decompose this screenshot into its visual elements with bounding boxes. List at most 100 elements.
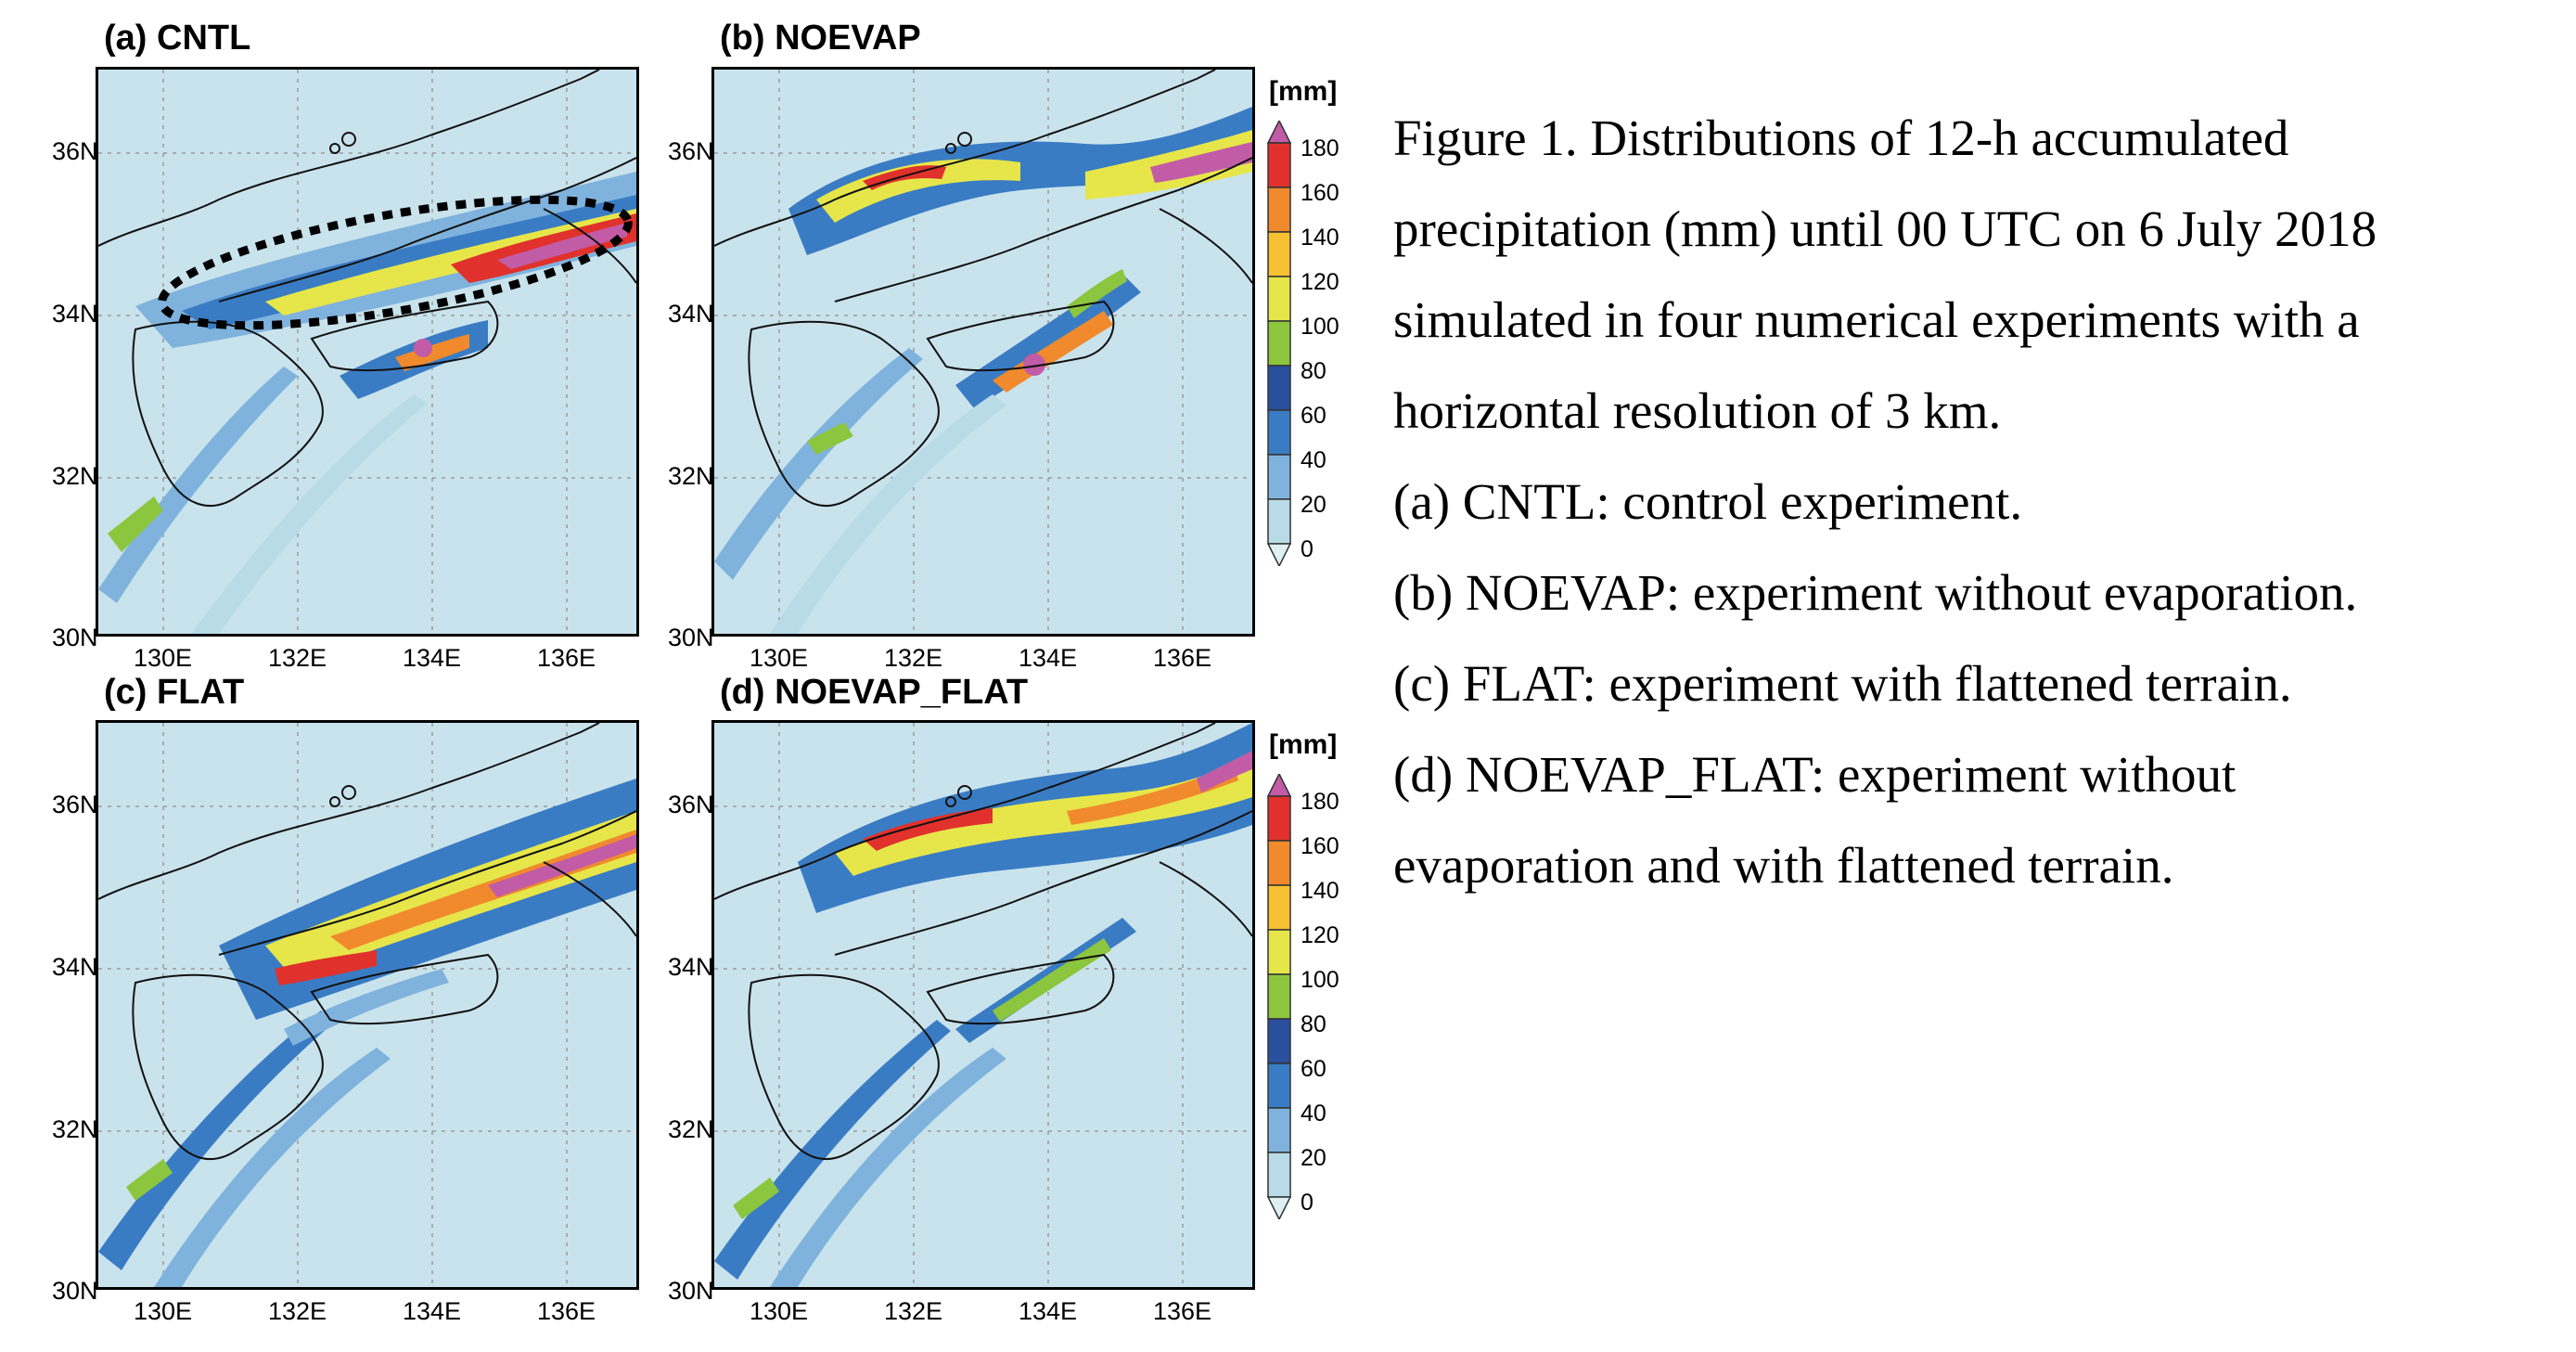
colorbar-label: 0 [1301, 1190, 1314, 1216]
lat-label-32n: 32N [52, 462, 98, 490]
colorbar-swatch [1267, 973, 1291, 1020]
highlight-ellipse [158, 195, 633, 330]
lat-label-32n: 32N [668, 1115, 714, 1143]
precip-band-main [135, 172, 636, 348]
lat-label-36n: 36N [52, 137, 98, 165]
coastline [98, 70, 636, 507]
lon-label-136e: 136E [1153, 1297, 1212, 1325]
colorbar-swatch [1267, 884, 1291, 931]
colorbar-label: 140 [1301, 878, 1339, 904]
colorbar-swatch [1267, 840, 1291, 886]
colorbar-label: 20 [1301, 1145, 1326, 1171]
lat-label-30n: 30N [52, 1277, 98, 1305]
lat-label-34n: 34N [52, 953, 98, 981]
colorbar-label: 100 [1301, 314, 1339, 340]
colorbar-swatches [1266, 121, 1292, 566]
lon-label-130e: 130E [134, 644, 193, 672]
colorbar-swatch [1267, 365, 1291, 411]
lon-label-130e: 130E [750, 644, 809, 672]
precipitation-map [711, 720, 1255, 1290]
colorbar-swatch [1267, 1152, 1291, 1198]
colorbar-swatch [1267, 187, 1291, 233]
caption-line: (d) NOEVAP_FLAT: experiment without [1393, 746, 2236, 803]
panel-title: (a) CNTL [104, 19, 251, 58]
colorbar-swatch [1266, 774, 1292, 797]
lon-label-132e: 132E [884, 1297, 943, 1325]
precip-band-main [219, 779, 636, 1020]
caption-line: Figure 1. Distributions of 12-h accumula… [1393, 109, 2289, 166]
colorbar-swatch [1267, 276, 1291, 322]
lat-label-34n: 34N [52, 300, 98, 328]
lat-label-32n: 32N [668, 462, 714, 490]
colorbar-swatch [1266, 121, 1292, 144]
precip-streaks [714, 918, 1136, 1287]
lon-label-136e: 136E [1153, 644, 1212, 672]
colorbar-swatches [1266, 774, 1292, 1219]
colorbar-swatch [1267, 454, 1291, 500]
precipitation-map [711, 67, 1255, 637]
precipitation-map [96, 67, 639, 637]
colorbar-label: 180 [1301, 135, 1339, 161]
precip-streaks [98, 367, 428, 634]
panel-title: (b) NOEVAP [720, 19, 921, 58]
lat-label-30n: 30N [52, 624, 98, 651]
colorbar-unit: [mm] [1269, 76, 1338, 107]
lon-label-132e: 132E [884, 644, 943, 672]
coastline [714, 70, 1252, 507]
colorbar-label: 40 [1301, 447, 1326, 473]
lat-label-36n: 36N [668, 791, 714, 818]
colorbar-label: 40 [1301, 1101, 1326, 1127]
caption-line: precipitation (mm) until 00 UTC on 6 Jul… [1393, 200, 2377, 257]
figure-caption: Figure 1. Distributions of 12-h accumula… [1393, 93, 2571, 911]
colorbar-label: 80 [1301, 358, 1326, 384]
colorbar-label: 120 [1301, 269, 1339, 295]
colorbar-label: 120 [1301, 922, 1339, 948]
lat-label-34n: 34N [668, 953, 714, 981]
precip-band-shikoku [340, 320, 488, 399]
coastline [714, 723, 1252, 1160]
colorbar-swatch [1267, 231, 1291, 277]
precip-streaks [714, 348, 1006, 634]
lon-label-130e: 130E [134, 1297, 193, 1325]
map-graphic [98, 70, 636, 634]
lon-label-134e: 134E [1019, 1297, 1078, 1325]
lon-label-130e: 130E [750, 1297, 809, 1325]
colorbar-swatch [1267, 142, 1291, 188]
colorbar-swatch [1267, 498, 1291, 545]
colorbar-swatch [1267, 320, 1291, 367]
lat-label-30n: 30N [668, 1277, 714, 1305]
map-graphic [714, 70, 1252, 634]
colorbar-label: 0 [1301, 536, 1314, 562]
lat-label-32n: 32N [52, 1115, 98, 1143]
lon-label-132e: 132E [268, 1297, 327, 1325]
caption-line: (c) FLAT: experiment with flattened terr… [1393, 655, 2292, 712]
map-graphic [714, 723, 1252, 1287]
panel-title: (c) FLAT [104, 673, 245, 712]
colorbar-swatch [1267, 1062, 1291, 1109]
precip-streaks [98, 969, 449, 1287]
caption-line: evaporation and with flattened terrain. [1393, 837, 2174, 894]
lat-label-36n: 36N [52, 791, 98, 818]
lon-label-132e: 132E [268, 644, 327, 672]
colorbar-label: 100 [1301, 967, 1339, 993]
caption-line: simulated in four numerical experiments … [1393, 291, 2360, 348]
colorbar-swatch [1267, 409, 1291, 456]
colorbar-swatch [1267, 1018, 1291, 1064]
colorbar-swatch [1266, 543, 1292, 566]
colorbar-label: 60 [1301, 1056, 1326, 1082]
panel-title: (d) NOEVAP_FLAT [720, 673, 1029, 712]
precip-band-north [798, 723, 1252, 913]
precip-band-north [788, 107, 1252, 255]
lat-label-30n: 30N [668, 624, 714, 651]
precipitation-map [96, 720, 639, 1290]
caption-line: (b) NOEVAP: experiment without evaporati… [1393, 564, 2358, 621]
colorbar-label: 160 [1301, 180, 1339, 206]
lon-label-136e: 136E [537, 1297, 596, 1325]
colorbar-label: 80 [1301, 1011, 1326, 1037]
colorbar-label: 180 [1301, 789, 1339, 815]
colorbar-swatch [1267, 795, 1291, 842]
colorbar-swatch [1266, 1196, 1292, 1219]
colorbar-label: 160 [1301, 833, 1339, 859]
colorbar-label: 20 [1301, 492, 1326, 518]
colorbar-swatch [1267, 1107, 1291, 1153]
